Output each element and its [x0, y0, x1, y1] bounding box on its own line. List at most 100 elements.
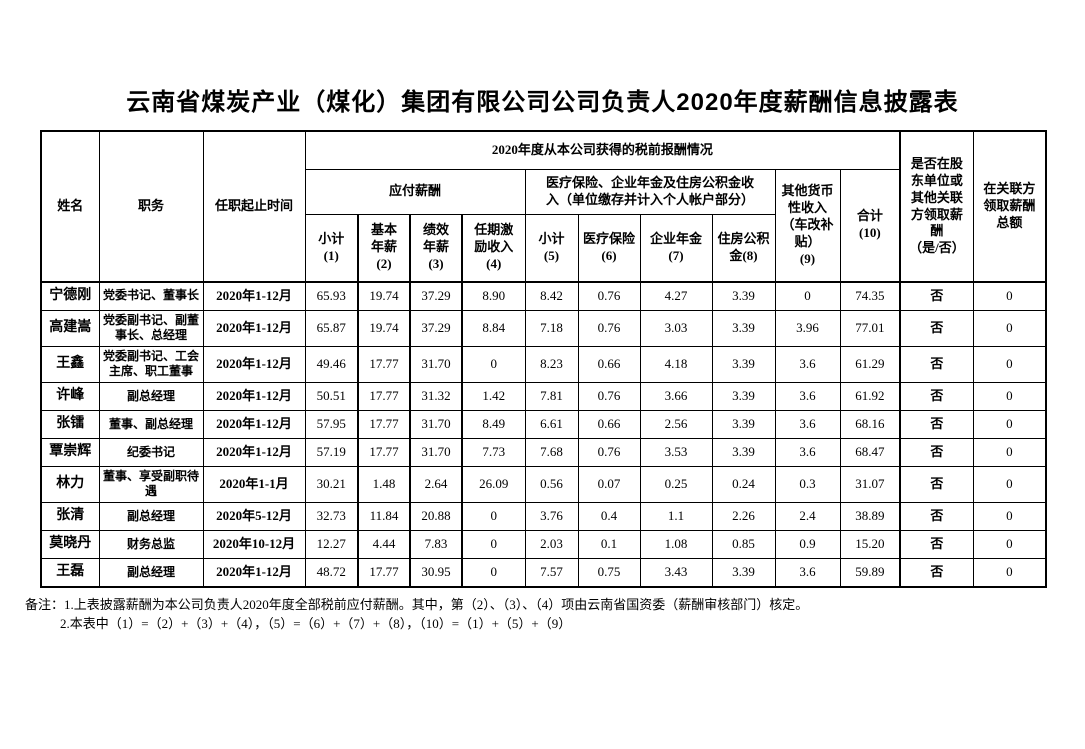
cell-subtotal-1: 30.21 — [304, 465, 359, 504]
cell-position: 财务总监 — [98, 530, 204, 560]
cell-housing-fund: 3.39 — [711, 558, 776, 588]
cell-incentive-income: 8.84 — [461, 309, 526, 347]
cell-performance-salary: 31.70 — [409, 437, 463, 467]
header-related-flag: 是否在股 东单位或 其他关联 方领取薪 酬 （是/否） — [899, 130, 974, 283]
cell-incentive-income: 1.42 — [461, 381, 526, 411]
table-header: 姓名 职务 任职起止时间 2020年度从本公司获得的税前报酬情况 是否在股 东单… — [40, 130, 1047, 283]
disclosure-document: 云南省煤炭产业（煤化）集团有限公司公司负责人2020年度薪酬信息披露表 姓名 职… — [0, 82, 1085, 749]
cell-tenure: 2020年1-12月 — [202, 381, 306, 411]
cell-total: 74.35 — [839, 281, 902, 311]
cell-name: 张清 — [40, 502, 100, 532]
cell-base-salary: 4.44 — [357, 530, 411, 560]
cell-name: 莫晓丹 — [40, 530, 100, 560]
cell-name: 张镭 — [40, 409, 100, 439]
cell-position: 副总经理 — [98, 502, 204, 532]
header-position: 职务 — [98, 130, 204, 283]
cell-related-amount: 0 — [972, 381, 1047, 411]
cell-enterprise-annuity: 3.66 — [639, 381, 713, 411]
header-insurance-group: 医疗保险、企业年金及住房公积金收 入（单位缴存并计入个人帐户部分） — [524, 168, 776, 215]
cell-other-monetary: 3.6 — [774, 409, 841, 439]
cell-name: 许峰 — [40, 381, 100, 411]
cell-base-salary: 19.74 — [357, 309, 411, 347]
cell-medical-insurance: 0.66 — [577, 345, 641, 383]
cell-medical-insurance: 0.76 — [577, 437, 641, 467]
cell-other-monetary: 3.6 — [774, 345, 841, 383]
cell-medical-insurance: 0.75 — [577, 558, 641, 588]
cell-subtotal-5: 7.68 — [524, 437, 579, 467]
cell-enterprise-annuity: 4.18 — [639, 345, 713, 383]
cell-related-amount: 0 — [972, 437, 1047, 467]
cell-performance-salary: 20.88 — [409, 502, 463, 532]
cell-enterprise-annuity: 0.25 — [639, 465, 713, 504]
cell-enterprise-annuity: 3.43 — [639, 558, 713, 588]
cell-other-monetary: 3.6 — [774, 437, 841, 467]
cell-related-amount: 0 — [972, 309, 1047, 347]
cell-other-monetary: 0 — [774, 281, 841, 311]
cell-subtotal-1: 65.87 — [304, 309, 359, 347]
cell-subtotal-5: 2.03 — [524, 530, 579, 560]
header-other-monetary: 其他货币 性收入 （车改补 贴） (9) — [774, 168, 841, 283]
cell-subtotal-1: 65.93 — [304, 281, 359, 311]
cell-subtotal-5: 7.81 — [524, 381, 579, 411]
cell-total: 77.01 — [839, 309, 902, 347]
cell-tenure: 2020年1-1月 — [202, 465, 306, 504]
cell-incentive-income: 0 — [461, 558, 526, 588]
cell-tenure: 2020年1-12月 — [202, 558, 306, 588]
cell-related-flag: 否 — [899, 502, 974, 532]
cell-related-flag: 否 — [899, 345, 974, 383]
header-housing-fund: 住房公积 金(8) — [711, 213, 776, 283]
cell-other-monetary: 0.3 — [774, 465, 841, 504]
cell-total: 68.47 — [839, 437, 902, 467]
cell-related-flag: 否 — [899, 530, 974, 560]
cell-total: 31.07 — [839, 465, 902, 504]
cell-housing-fund: 3.39 — [711, 409, 776, 439]
cell-other-monetary: 2.4 — [774, 502, 841, 532]
cell-subtotal-1: 12.27 — [304, 530, 359, 560]
table-row: 王磊 副总经理 2020年1-12月 48.72 17.77 30.95 0 7… — [40, 558, 1047, 588]
cell-housing-fund: 3.39 — [711, 281, 776, 311]
salary-table: 姓名 职务 任职起止时间 2020年度从本公司获得的税前报酬情况 是否在股 东单… — [40, 130, 1048, 588]
table-row: 王鑫 党委副书记、工会主席、职工董事 2020年1-12月 49.46 17.7… — [40, 345, 1047, 383]
cell-name: 王磊 — [40, 558, 100, 588]
cell-related-amount: 0 — [972, 558, 1047, 588]
cell-total: 68.16 — [839, 409, 902, 439]
cell-other-monetary: 3.6 — [774, 558, 841, 588]
cell-tenure: 2020年5-12月 — [202, 502, 306, 532]
cell-position: 党委书记、董事长 — [98, 281, 204, 311]
header-incentive-income: 任期激 励收入 (4) — [461, 213, 526, 283]
cell-incentive-income: 0 — [461, 502, 526, 532]
header-enterprise-annuity: 企业年金 (7) — [639, 213, 713, 283]
cell-incentive-income: 0 — [461, 345, 526, 383]
cell-related-flag: 否 — [899, 558, 974, 588]
footnote-2: 2.本表中（1）=（2）+（3）+（4），（5）=（6）+（7）+（8），（10… — [60, 616, 572, 632]
cell-performance-salary: 30.95 — [409, 558, 463, 588]
cell-position: 董事、享受副职待遇 — [98, 465, 204, 504]
cell-tenure: 2020年1-12月 — [202, 309, 306, 347]
table-row: 覃崇辉 纪委书记 2020年1-12月 57.19 17.77 31.70 7.… — [40, 437, 1047, 467]
cell-position: 副总经理 — [98, 558, 204, 588]
cell-tenure: 2020年1-12月 — [202, 345, 306, 383]
table-row: 张清 副总经理 2020年5-12月 32.73 11.84 20.88 0 3… — [40, 502, 1047, 532]
cell-medical-insurance: 0.4 — [577, 502, 641, 532]
cell-tenure: 2020年1-12月 — [202, 437, 306, 467]
cell-subtotal-1: 48.72 — [304, 558, 359, 588]
cell-enterprise-annuity: 3.03 — [639, 309, 713, 347]
cell-subtotal-5: 0.56 — [524, 465, 579, 504]
cell-tenure: 2020年1-12月 — [202, 281, 306, 311]
cell-performance-salary: 37.29 — [409, 281, 463, 311]
cell-related-amount: 0 — [972, 409, 1047, 439]
cell-medical-insurance: 0.07 — [577, 465, 641, 504]
cell-subtotal-1: 50.51 — [304, 381, 359, 411]
cell-base-salary: 17.77 — [357, 345, 411, 383]
header-base-salary: 基本 年薪 (2) — [357, 213, 411, 283]
table-row: 张镭 董事、副总经理 2020年1-12月 57.95 17.77 31.70 … — [40, 409, 1047, 439]
cell-incentive-income: 0 — [461, 530, 526, 560]
cell-enterprise-annuity: 1.08 — [639, 530, 713, 560]
cell-incentive-income: 7.73 — [461, 437, 526, 467]
cell-position: 副总经理 — [98, 381, 204, 411]
cell-subtotal-1: 49.46 — [304, 345, 359, 383]
cell-enterprise-annuity: 1.1 — [639, 502, 713, 532]
cell-related-amount: 0 — [972, 465, 1047, 504]
cell-base-salary: 19.74 — [357, 281, 411, 311]
cell-performance-salary: 2.64 — [409, 465, 463, 504]
